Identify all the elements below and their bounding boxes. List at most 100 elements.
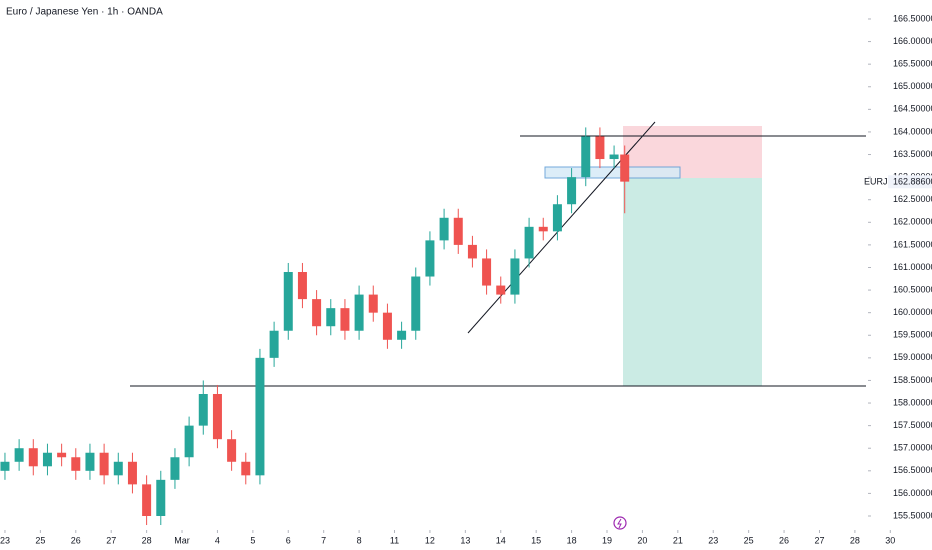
candle-body: [142, 484, 152, 516]
x-tick-label: Mar: [174, 535, 190, 545]
candle-body: [496, 285, 506, 295]
candle-body: [609, 154, 619, 160]
candle-body: [382, 312, 392, 340]
candle-body: [255, 357, 265, 476]
y-tick-label: 163.50000: [893, 149, 932, 159]
y-tick-label: 157.00000: [893, 443, 932, 453]
x-tick-label: 26: [71, 535, 81, 545]
y-tick-label: 161.50000: [893, 239, 932, 249]
x-tick-label: 20: [637, 535, 647, 545]
y-tick-label: 165.50000: [893, 59, 932, 69]
y-tick-label: 164.00000: [893, 126, 932, 136]
symbol-label: EURJPY: [864, 177, 900, 187]
x-tick-label: 8: [357, 535, 362, 545]
candle-body: [113, 461, 123, 476]
candle-body: [510, 258, 520, 295]
candle-body: [14, 448, 24, 462]
candle-body: [453, 217, 463, 245]
y-tick-label: 156.00000: [893, 488, 932, 498]
x-tick-label: 23: [0, 535, 10, 545]
x-tick-label: 5: [250, 535, 255, 545]
candle-body: [227, 439, 237, 462]
zone-box: [544, 166, 681, 179]
candle-body: [127, 461, 137, 485]
y-tick-label: 165.00000: [893, 81, 932, 91]
x-tick-label: 6: [286, 535, 291, 545]
candle-body: [156, 479, 166, 516]
x-tick-label: 25: [35, 535, 45, 545]
x-tick-label: 18: [567, 535, 577, 545]
y-tick-label: 157.50000: [893, 420, 932, 430]
candle-body: [269, 330, 279, 358]
x-tick-label: 7: [321, 535, 326, 545]
y-tick-label: 162.00000: [893, 217, 932, 227]
x-tick-label: 13: [460, 535, 470, 545]
y-tick-label: 160.50000: [893, 284, 932, 294]
candle-body: [354, 294, 364, 331]
candle-body: [85, 452, 95, 471]
y-tick-label: 158.00000: [893, 397, 932, 407]
candle-body: [524, 226, 534, 259]
y-tick-label: 155.50000: [893, 510, 932, 520]
candle-body: [212, 393, 222, 440]
event-icon-bolt: [617, 518, 622, 529]
y-tick-label: 161.00000: [893, 262, 932, 272]
event-icon: [613, 516, 627, 530]
candle-body: [184, 425, 194, 458]
y-tick-label: 166.50000: [893, 13, 932, 23]
candle-body: [467, 244, 477, 259]
candle-body: [368, 294, 378, 313]
x-tick-label: 30: [885, 535, 895, 545]
candle-body: [538, 226, 548, 232]
candle-body: [340, 308, 350, 331]
candle-body: [283, 272, 293, 331]
candle-body: [241, 461, 251, 476]
candle-body: [425, 240, 435, 277]
y-tick-label: 159.50000: [893, 330, 932, 340]
candle-body: [0, 461, 10, 471]
y-tick-label: 166.00000: [893, 36, 932, 46]
y-tick-label: 159.00000: [893, 352, 932, 362]
x-tick-label: 4: [215, 535, 220, 545]
y-tick-label: 164.50000: [893, 104, 932, 114]
target-zone: [623, 178, 762, 386]
candle-body: [567, 177, 577, 205]
chart-title: Euro / Japanese Yen · 1h · OANDA: [6, 7, 163, 18]
candle-body: [326, 308, 336, 327]
y-tick-label: 158.50000: [893, 375, 932, 385]
x-tick-label: 28: [850, 535, 860, 545]
candle-body: [198, 393, 208, 426]
x-tick-label: 21: [673, 535, 683, 545]
candle-body: [581, 136, 591, 178]
candle-body: [99, 452, 109, 476]
last-price-box: [888, 175, 932, 189]
y-tick-label: 156.50000: [893, 465, 932, 475]
candle-body: [28, 448, 38, 467]
candle-body: [42, 452, 52, 467]
x-tick-label: 27: [814, 535, 824, 545]
y-tick-label: 162.50000: [893, 194, 932, 204]
candle-body: [297, 272, 307, 300]
candle-body: [71, 457, 81, 471]
x-tick-label: 14: [496, 535, 506, 545]
candle-body: [439, 217, 449, 241]
x-tick-label: 28: [142, 535, 152, 545]
x-tick-label: 26: [779, 535, 789, 545]
x-tick-label: 19: [602, 535, 612, 545]
x-tick-label: 15: [531, 535, 541, 545]
candle-body: [397, 330, 407, 340]
candle-body: [620, 154, 630, 182]
x-tick-label: 23: [708, 535, 718, 545]
y-tick-label: 160.00000: [893, 307, 932, 317]
candle-body: [482, 258, 492, 286]
candle-body: [170, 457, 180, 480]
x-tick-label: 12: [425, 535, 435, 545]
x-tick-label: 25: [744, 535, 754, 545]
candle-body: [552, 204, 562, 232]
x-tick-label: 27: [106, 535, 116, 545]
x-tick-label: 11: [390, 535, 399, 545]
candle-body: [411, 276, 421, 331]
last-price-label: 162.88600: [893, 177, 932, 187]
candle-body: [57, 452, 67, 458]
